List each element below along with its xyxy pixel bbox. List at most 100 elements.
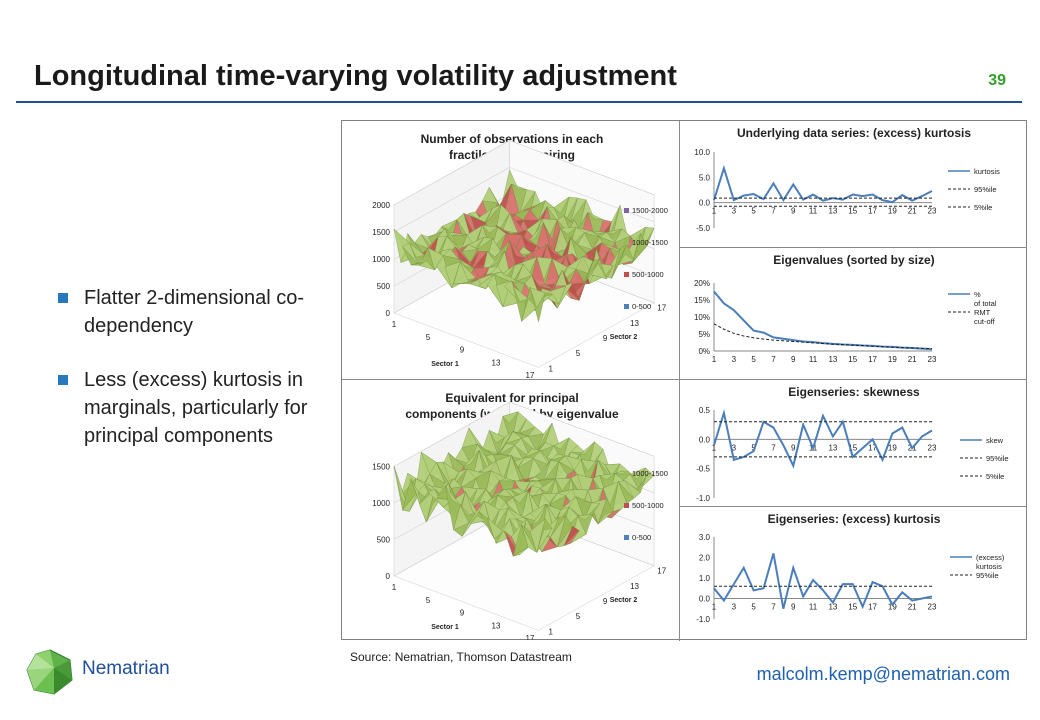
x-tick-label: 5 xyxy=(751,355,756,364)
x-tick-label: 21 xyxy=(908,355,917,364)
surface-facet xyxy=(444,261,461,289)
surface-facet xyxy=(502,411,519,424)
surface-facet xyxy=(519,418,536,434)
surface-facet xyxy=(587,212,604,220)
series-line xyxy=(713,290,933,351)
x-tick-label: 5 xyxy=(426,333,431,342)
x-tick-label: 13 xyxy=(492,621,501,630)
surface-facet xyxy=(454,447,471,465)
x-tick-label: 13 xyxy=(492,358,501,367)
surface-facet xyxy=(522,513,539,522)
surface-facet xyxy=(584,258,600,283)
surface-facet xyxy=(543,460,560,482)
surface-facet xyxy=(483,500,500,525)
surface-facet xyxy=(599,232,616,243)
surface-facet xyxy=(549,492,567,505)
y-tick-label: 9 xyxy=(603,597,608,606)
surface-facet xyxy=(599,473,616,480)
surface-facet xyxy=(533,450,550,466)
surface-facet xyxy=(468,237,485,248)
surface-facet xyxy=(568,268,585,285)
surface-facet xyxy=(477,237,493,250)
x-tick-label: 13 xyxy=(828,443,837,452)
legend-label: % xyxy=(974,290,981,299)
gridline xyxy=(393,401,655,467)
surface-facet xyxy=(509,280,525,284)
y-tick-label: 17 xyxy=(657,567,666,576)
surface-facet xyxy=(614,228,631,243)
x-tick-label: 3 xyxy=(732,443,737,452)
x-tick-label: 1 xyxy=(392,320,397,329)
line-chart-eigen-kurtosis: Eigenseries: (excess) kurtosis -1.0 0.0 1.0… xyxy=(696,512,1005,624)
legend-label: cut-off xyxy=(974,317,996,326)
surface-facet xyxy=(492,453,508,456)
line-chart-eigenvalues: Eigenvalues (sorted by size)0%5%10%15%20… xyxy=(694,253,997,364)
surface-facet xyxy=(442,248,460,259)
surface-facet xyxy=(531,504,548,525)
y-tick-label: 0.0 xyxy=(699,595,711,604)
legend-label: 95%ile xyxy=(976,571,999,580)
surface-facet xyxy=(602,481,619,507)
surface-facet xyxy=(545,258,561,285)
surface-facet xyxy=(555,477,572,492)
legend-label: kurtosis xyxy=(974,167,1000,176)
y-tick-label: -1.0 xyxy=(696,494,710,503)
line-chart-underlying-kurtosis: Underlying data series: (excess) kurtosi… xyxy=(694,126,1000,233)
x-tick-label: 11 xyxy=(809,355,818,364)
legend-label: 1500-2000 xyxy=(632,206,668,215)
surface-facet xyxy=(419,260,436,271)
series-line xyxy=(713,323,933,350)
surface-facet xyxy=(489,251,505,268)
x-tick-label: 19 xyxy=(888,207,897,216)
x-tick-label: 5 xyxy=(751,603,756,612)
x-axis-title: Sector 1 xyxy=(431,624,459,631)
surface-facet xyxy=(400,472,417,497)
surface-facet xyxy=(590,263,607,280)
bullet-item: Less (excess) kurtosis in marginals, par… xyxy=(58,366,328,450)
divider xyxy=(679,121,680,641)
bullet-square-icon xyxy=(58,375,68,385)
surface-facet xyxy=(587,487,604,510)
y-tick-label: 13 xyxy=(630,319,639,328)
z-tick-label: 1500 xyxy=(372,463,390,472)
legend-label: 0-500 xyxy=(632,302,651,311)
surface-facet xyxy=(556,525,573,548)
surface-facet xyxy=(458,258,474,269)
surface-facet xyxy=(472,251,488,269)
z-tick-label: 1000 xyxy=(372,499,390,508)
y-tick-label: 20% xyxy=(694,279,710,288)
z-tick-label: 1000 xyxy=(372,255,390,264)
chart-title: Underlying data series: (excess) kurtosi… xyxy=(737,126,971,140)
y-tick-label: 5% xyxy=(698,330,710,339)
brand-name: Nematrian xyxy=(82,658,170,679)
surface-facet xyxy=(534,460,551,478)
legend-label: 500-1000 xyxy=(632,270,664,279)
y-tick-label: 10% xyxy=(694,313,710,322)
surface-facet xyxy=(538,442,555,452)
x-tick-label: 9 xyxy=(791,207,796,216)
surface-facet xyxy=(461,244,478,252)
surface-facet xyxy=(495,225,512,235)
surface-facet xyxy=(512,431,529,437)
contact-email[interactable]: malcolm.kemp@nematrian.com xyxy=(756,664,1010,684)
surface-facet xyxy=(629,467,647,480)
surface-facet xyxy=(521,525,537,553)
surface-facet xyxy=(611,480,628,519)
chart-panel: Number of observations in eachfractile-f… xyxy=(341,120,1027,641)
surface-facet xyxy=(570,444,587,454)
x-tick-label: 15 xyxy=(848,443,857,452)
surface-facet xyxy=(521,234,537,246)
x-tick-label: 13 xyxy=(828,355,837,364)
surface-facet xyxy=(489,488,505,501)
y-tick-label: 2.0 xyxy=(699,554,711,563)
surface-facet xyxy=(511,183,527,190)
surface-facet xyxy=(553,437,570,450)
surface-facet xyxy=(485,204,502,223)
chart-title: Equivalent for principal xyxy=(445,391,578,405)
surface-facet xyxy=(575,256,592,275)
z-tick-label: 500 xyxy=(377,536,391,545)
x-tick-label: 23 xyxy=(928,443,937,452)
surface-facet xyxy=(546,244,563,258)
surface-facet xyxy=(606,228,622,234)
